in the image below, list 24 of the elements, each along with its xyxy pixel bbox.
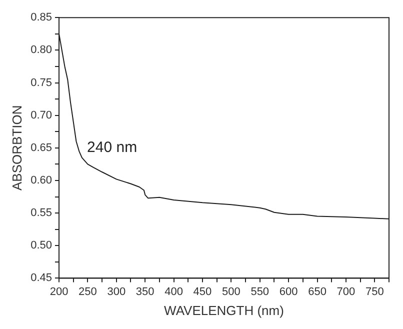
x-axis-title: WAVELENGTH (nm) bbox=[164, 302, 284, 318]
y-tick-label: 0.65 bbox=[30, 142, 52, 154]
x-tick-label: 700 bbox=[336, 286, 356, 298]
x-tick-label: 500 bbox=[222, 286, 240, 298]
y-tick-label: 0.85 bbox=[30, 12, 52, 24]
x-tick-label: 250 bbox=[78, 286, 97, 298]
x-tick-label: 300 bbox=[107, 286, 126, 298]
annotation: 240 nm bbox=[87, 139, 138, 156]
y-tick-label: 0.75 bbox=[30, 76, 52, 89]
y-tick-label: 0.80 bbox=[30, 44, 52, 56]
y-tick-label: 0.70 bbox=[30, 109, 52, 122]
y-tick-label: 0.55 bbox=[30, 207, 52, 220]
x-tick-label: 350 bbox=[136, 286, 154, 298]
x-tick-label: 550 bbox=[250, 286, 270, 298]
x-tick-label: 600 bbox=[279, 286, 298, 298]
x-tick-label: 750 bbox=[365, 286, 384, 298]
x-tick-label: 450 bbox=[193, 286, 212, 298]
y-axis-title: ABSORBTION bbox=[9, 105, 24, 191]
y-tick-label: 0.50 bbox=[30, 240, 52, 252]
x-tick-label: 400 bbox=[164, 286, 183, 298]
y-tick-label: 0.60 bbox=[30, 174, 52, 187]
y-tick-label: 0.45 bbox=[30, 272, 52, 284]
x-tick-label: 650 bbox=[308, 286, 326, 298]
x-tick-label: 200 bbox=[50, 286, 68, 298]
